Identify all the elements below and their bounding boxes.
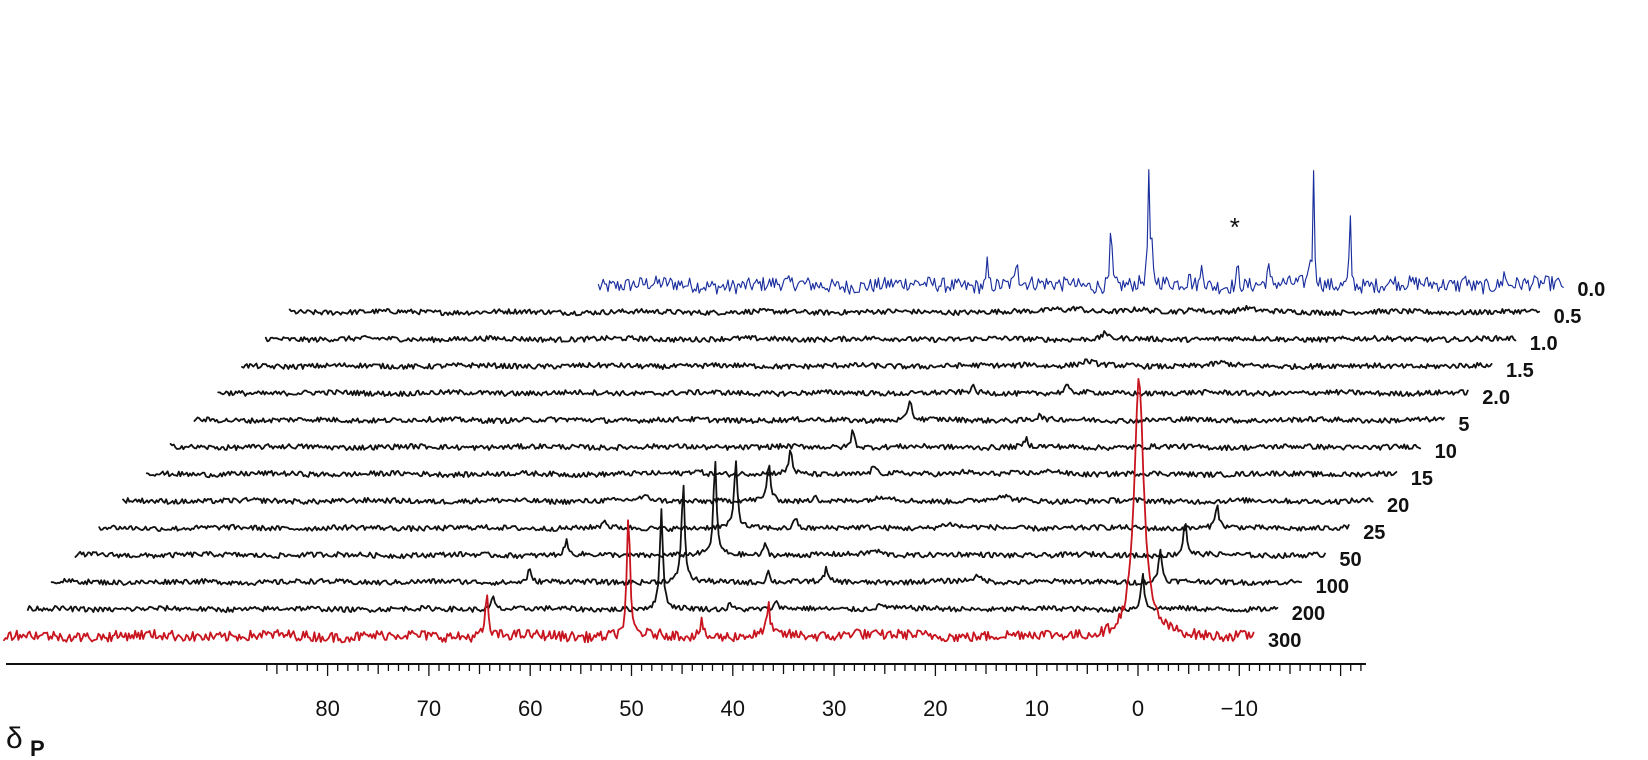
series-label-100: 100 — [1316, 576, 1349, 598]
tick-label: 0 — [1132, 696, 1144, 721]
series-label-2.0: 2.0 — [1482, 387, 1510, 409]
series-label-20: 20 — [1387, 495, 1409, 517]
x-axis-title-symbol: δ — [6, 722, 23, 755]
tick-label: 20 — [923, 696, 947, 721]
spectrum-trace-15 — [145, 449, 1398, 479]
tick-label: −10 — [1221, 696, 1258, 721]
tick-label: 60 — [518, 696, 542, 721]
spectrum-trace-100 — [50, 484, 1303, 586]
tick-label: 70 — [417, 696, 441, 721]
x-axis-title-subscript: P — [30, 736, 45, 760]
series-label-10: 10 — [1435, 441, 1457, 463]
x-axis-title: δ P — [6, 722, 45, 760]
spectrum-trace-300 — [3, 378, 1255, 644]
spectrum-trace-1.0 — [264, 330, 1517, 344]
series-label-0.5: 0.5 — [1554, 306, 1582, 328]
tick-label: 50 — [619, 696, 643, 721]
spectra-traces — [3, 169, 1564, 644]
series-label-15: 15 — [1411, 468, 1433, 490]
spectrum-trace-200 — [26, 508, 1279, 614]
tick-label: 40 — [721, 696, 745, 721]
spectrum-trace-1.5 — [241, 358, 1493, 371]
series-label-1.5: 1.5 — [1506, 360, 1534, 382]
impurity-asterisk-annotation: * — [1230, 212, 1240, 242]
tick-label: 10 — [1024, 696, 1048, 721]
spectrum-trace-50 — [74, 460, 1326, 560]
spectrum-trace-20 — [122, 464, 1374, 505]
series-label-200: 200 — [1292, 603, 1325, 625]
series-label-1.0: 1.0 — [1530, 333, 1558, 355]
spectrum-trace-2.0 — [217, 383, 1469, 398]
series-label-50: 50 — [1339, 549, 1361, 571]
tick-label: 80 — [315, 696, 339, 721]
x-axis: 80 70 60 50 40 30 20 10 0 −10 — [6, 663, 1366, 721]
spectrum-trace-5 — [193, 400, 1445, 425]
x-axis-ticks — [266, 664, 1362, 676]
series-label-25: 25 — [1363, 522, 1385, 544]
spectrum-trace-10 — [169, 429, 1422, 452]
tick-label: 30 — [822, 696, 846, 721]
series-label-5: 5 — [1458, 414, 1469, 436]
spectrum-trace-0.0 — [597, 169, 1564, 295]
series-label-0.0: 0.0 — [1577, 279, 1605, 301]
x-axis-tick-labels: 80 70 60 50 40 30 20 10 0 −10 — [315, 696, 1258, 721]
spectrum-trace-25 — [98, 460, 1350, 533]
series-label-300: 300 — [1268, 630, 1301, 652]
spectrum-trace-0.5 — [288, 304, 1541, 317]
